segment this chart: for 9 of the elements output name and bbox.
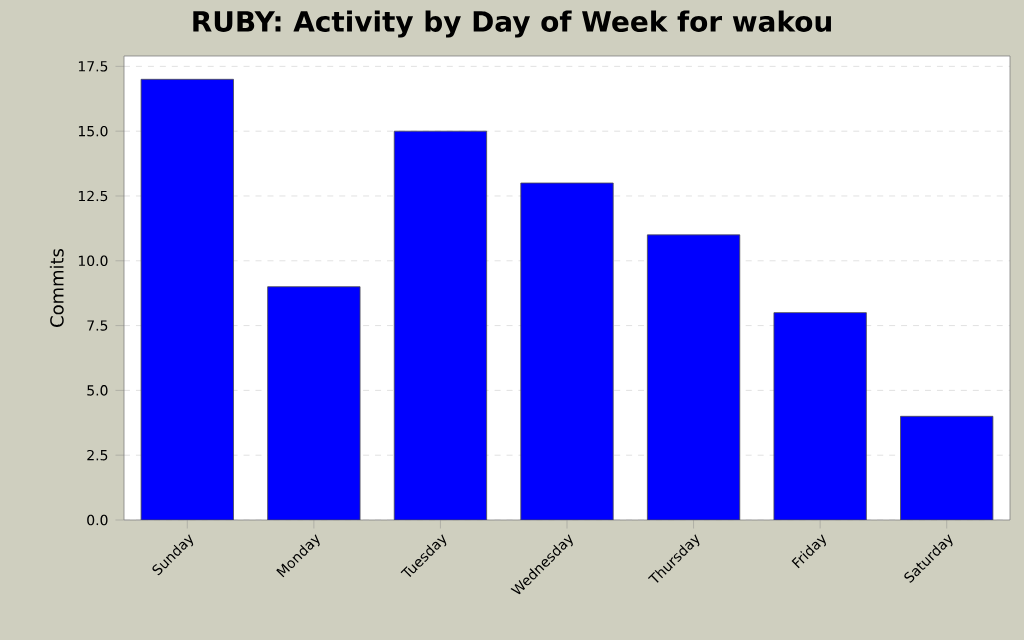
y-axis-title: Commits	[49, 248, 64, 327]
chart-title: RUBY: Activity by Day of Week for wakou	[193, 10, 831, 38]
bar	[394, 131, 487, 520]
bar	[900, 415, 994, 520]
bar	[647, 234, 740, 520]
bar	[267, 286, 361, 520]
bar	[520, 183, 614, 520]
bar	[773, 312, 867, 520]
bar	[141, 79, 234, 520]
